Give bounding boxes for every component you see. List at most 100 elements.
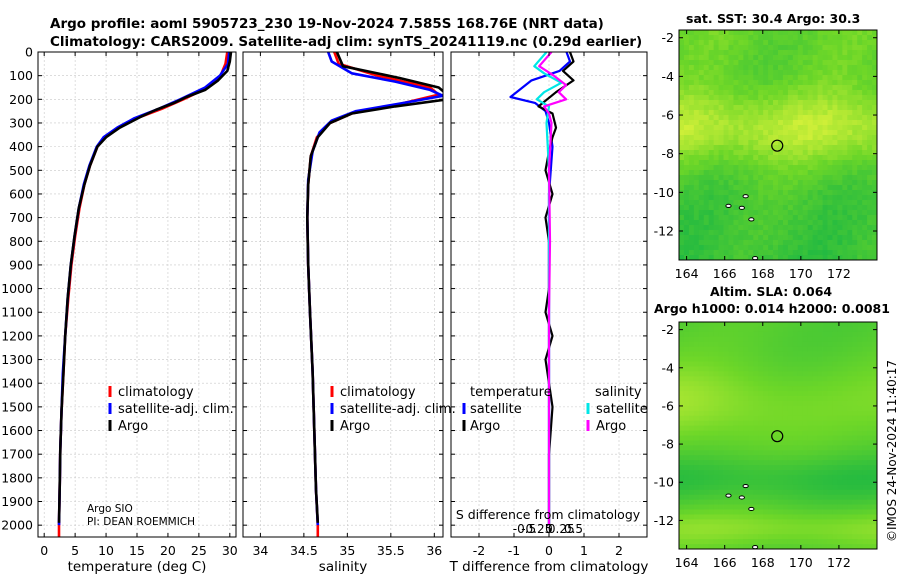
map-cell (679, 180, 685, 186)
s-tick-label: 0.25 (548, 522, 575, 536)
map-cell (867, 524, 873, 530)
map-cell (778, 120, 784, 126)
map-cell (728, 75, 734, 81)
map-cell (852, 410, 858, 417)
map-cell (867, 205, 873, 211)
map-cell (778, 351, 784, 357)
map-cell (728, 65, 734, 71)
map-cell (683, 155, 690, 161)
map-cell (713, 420, 719, 427)
map-cell (817, 80, 823, 86)
map-cell (718, 509, 724, 515)
map-cell (733, 45, 739, 51)
map-cell (758, 386, 764, 392)
map-cell (787, 205, 794, 211)
map-cell (832, 386, 838, 392)
map-cell (842, 200, 848, 206)
map-cell (743, 499, 749, 505)
map-cell (862, 230, 868, 236)
map-cell (723, 240, 729, 246)
map-cell (728, 230, 734, 236)
map-cell (693, 100, 700, 106)
map-cell (758, 440, 764, 446)
map-cell (832, 220, 838, 226)
map-cell (733, 90, 739, 96)
map-cell (693, 245, 700, 251)
map-cell (792, 130, 799, 136)
map-cell (738, 479, 744, 486)
map-cell (778, 494, 784, 501)
map-cell (792, 346, 799, 352)
map-cell (688, 100, 695, 106)
map-cell (723, 130, 729, 136)
map-cell (802, 400, 809, 407)
map-cell (847, 70, 853, 76)
map-cell (797, 460, 804, 466)
map-cell (718, 75, 724, 81)
map-cell (797, 205, 804, 211)
map-cell (683, 40, 690, 46)
map-cell (758, 50, 764, 56)
map-cell (797, 95, 804, 101)
map-cell (778, 479, 784, 486)
map-cell (773, 400, 779, 407)
map-cell (802, 479, 809, 486)
map-cell (822, 85, 828, 91)
map-cell (728, 100, 734, 106)
map-cell (698, 80, 705, 86)
map-cell (832, 135, 838, 141)
map-cell (688, 341, 695, 348)
map-cell (713, 524, 719, 530)
map-cell (822, 210, 828, 216)
map-cell (713, 200, 719, 206)
map-cell (822, 341, 828, 348)
map-cell (713, 105, 719, 111)
map-cell (817, 60, 823, 66)
map-cell (758, 391, 764, 397)
map-cell (698, 155, 705, 161)
map-cell (867, 420, 873, 427)
map-cell (708, 250, 715, 256)
map-cell (842, 150, 848, 156)
map-cell (728, 160, 734, 166)
map-cell (773, 150, 779, 156)
map-cell (683, 470, 690, 476)
map-cell (807, 351, 814, 357)
map-cell (847, 479, 853, 486)
map-cell (728, 185, 734, 191)
map-cell (679, 125, 685, 131)
map-cell (787, 529, 794, 535)
map-cell (748, 210, 754, 216)
map-cell (802, 245, 809, 251)
map-cell (817, 479, 823, 486)
map-cell (867, 75, 873, 81)
map-cell (817, 250, 823, 256)
map-cell (797, 75, 804, 81)
map-cell (773, 430, 779, 436)
map-cell (768, 155, 774, 161)
map-cell (792, 55, 799, 61)
map-cell (857, 95, 863, 101)
map-cell (718, 484, 724, 491)
map-cell (708, 30, 715, 36)
map-cell (728, 50, 734, 56)
map-cell (698, 529, 705, 535)
map-cell (733, 499, 739, 505)
map-cell (827, 210, 833, 216)
map-cell (703, 391, 710, 397)
map-cell (817, 240, 823, 246)
map-cell (832, 484, 838, 491)
map-cell (683, 539, 690, 545)
map-cell (822, 534, 828, 540)
map-cell (718, 235, 724, 241)
map-cell (797, 230, 804, 236)
map-cell (867, 435, 873, 441)
map-cell (688, 90, 695, 96)
map-cell (852, 440, 858, 446)
map-cell (857, 105, 863, 111)
map-cell (683, 509, 690, 515)
map-cell (847, 509, 853, 515)
map-cell (713, 489, 719, 496)
map-cell (683, 371, 690, 377)
map-cell (693, 95, 700, 101)
